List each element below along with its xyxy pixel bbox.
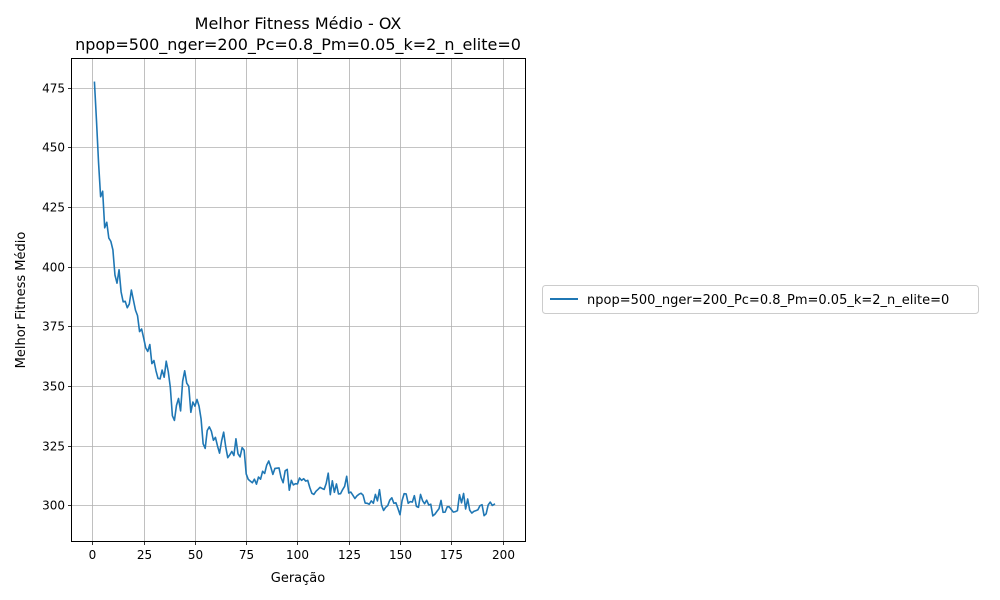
x-tick-label: 200 bbox=[492, 548, 515, 562]
y-tick-label: 425 bbox=[42, 201, 65, 215]
y-tick-label: 300 bbox=[42, 499, 65, 513]
legend-box bbox=[542, 285, 979, 314]
legend-label: npop=500_nger=200_Pc=0.8_Pm=0.05_k=2_n_e… bbox=[587, 293, 949, 308]
x-axis-ticks: 0 25 50 75 100 125 150 175 200 bbox=[89, 541, 515, 562]
x-tick-label: 100 bbox=[286, 548, 309, 562]
legend: npop=500_nger=200_Pc=0.8_Pm=0.05_k=2_n_e… bbox=[542, 285, 979, 314]
grid-lines bbox=[72, 59, 525, 541]
x-tick-label: 125 bbox=[338, 548, 361, 562]
x-tick-label: 0 bbox=[89, 548, 97, 562]
y-tick-label: 400 bbox=[42, 261, 65, 275]
x-tick-label: 25 bbox=[137, 548, 152, 562]
y-axis-ticks: 300 325 350 375 400 425 450 475 bbox=[42, 82, 72, 513]
x-tick-label: 50 bbox=[188, 548, 203, 562]
chart-subtitle: npop=500_nger=200_Pc=0.8_Pm=0.05_k=2_n_e… bbox=[75, 35, 521, 55]
y-tick-label: 375 bbox=[42, 320, 65, 334]
plot-frame bbox=[71, 58, 526, 542]
y-tick-label: 350 bbox=[42, 380, 65, 394]
x-tick-label: 75 bbox=[239, 548, 254, 562]
chart-title: Melhor Fitness Médio - OX bbox=[195, 14, 402, 33]
series-line-0 bbox=[93, 81, 496, 517]
y-axis-label: Melhor Fitness Médio bbox=[14, 232, 29, 369]
series-group bbox=[93, 81, 496, 517]
y-tick-label: 325 bbox=[42, 440, 65, 454]
x-tick-label: 150 bbox=[389, 548, 412, 562]
y-tick-label: 475 bbox=[42, 82, 65, 96]
x-axis-label: Geração bbox=[271, 571, 325, 586]
x-tick-label: 175 bbox=[440, 548, 463, 562]
y-tick-label: 450 bbox=[42, 141, 65, 155]
